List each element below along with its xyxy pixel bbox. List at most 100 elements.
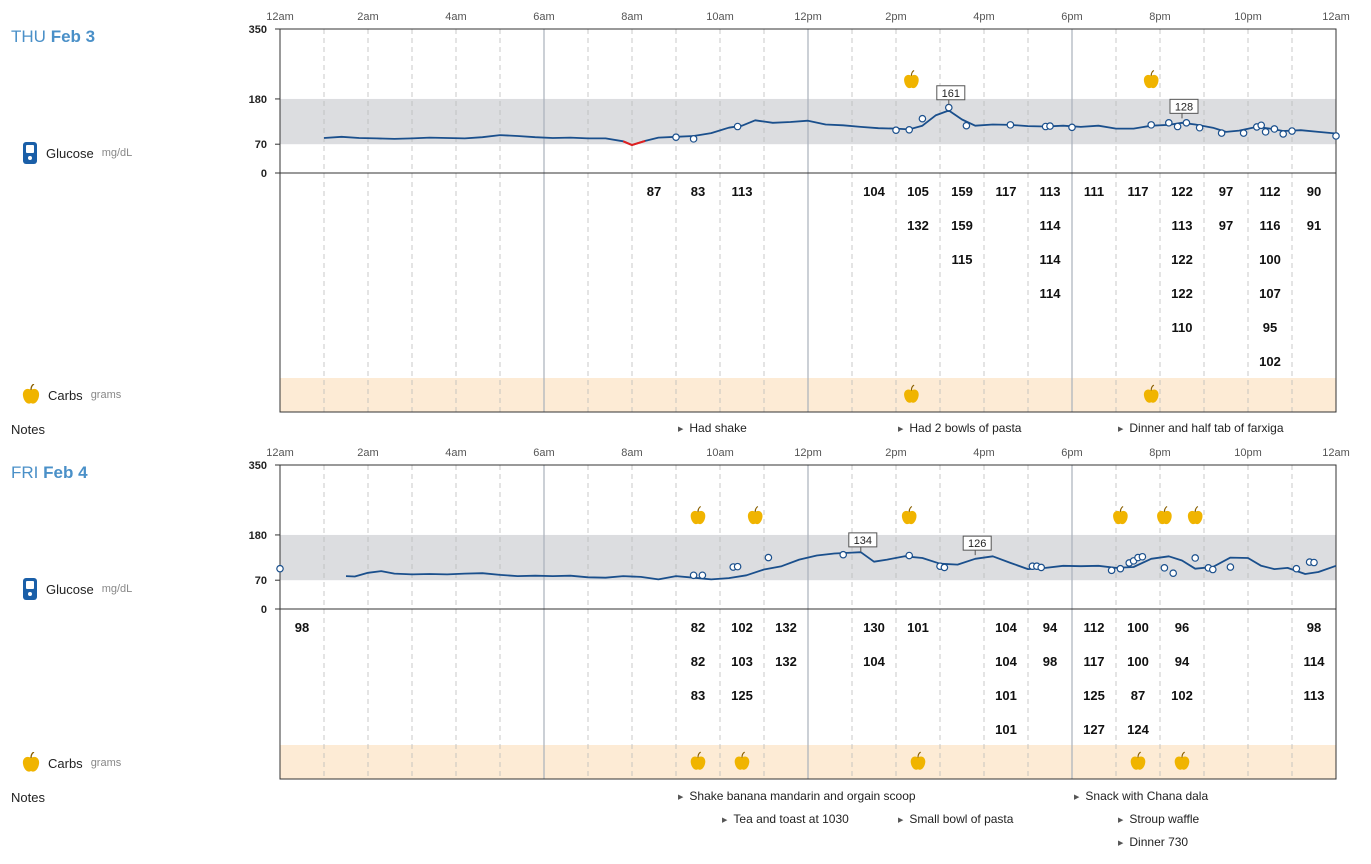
- time-label: 4pm: [973, 11, 994, 23]
- reading-point: [1165, 119, 1173, 127]
- notes-label: Notes: [11, 422, 45, 437]
- reading-value: 114: [1040, 286, 1062, 301]
- reading-value: 101: [995, 722, 1017, 737]
- reading-point: [1195, 123, 1204, 132]
- peak-label-box: [1169, 98, 1199, 114]
- reading-value: 94: [1175, 654, 1190, 669]
- reading-point: [1046, 122, 1054, 130]
- reading-value: 113: [1304, 688, 1325, 703]
- y-tick-label: 70: [255, 139, 267, 151]
- note-item: ▶ Tea and toast at 1030: [722, 812, 849, 826]
- reading-value: 102: [731, 620, 753, 635]
- reading-value: 83: [691, 184, 705, 199]
- note-text: Snack with Chana dala: [1085, 789, 1209, 803]
- reading-value: 113: [1172, 218, 1193, 233]
- day-of-week: FRI: [11, 463, 39, 482]
- reading-value: 110: [1172, 320, 1193, 335]
- reading-point: [1217, 129, 1226, 137]
- time-label: 8am: [621, 11, 642, 23]
- time-label: 6am: [533, 447, 554, 459]
- reading-value: 113: [1040, 184, 1061, 199]
- y-tick-label: 180: [249, 530, 267, 542]
- note-item: ▶ Shake banana mandarin and orgain scoop: [678, 789, 916, 803]
- glucose-meter-icon: [23, 142, 37, 164]
- reading-value: 124: [1127, 722, 1149, 737]
- reading-value: 103: [731, 654, 753, 669]
- time-label: 10am: [706, 447, 734, 459]
- note-item: ▶ Stroup waffle: [1118, 812, 1199, 826]
- apple-icon: [690, 506, 706, 525]
- peak-label: 128: [1175, 101, 1193, 113]
- reading-value: 104: [863, 184, 885, 199]
- reading-point: [905, 551, 914, 560]
- time-label: 2pm: [885, 447, 906, 459]
- reading-point: [733, 122, 742, 131]
- reading-point: [1173, 122, 1182, 131]
- apple-icon: [747, 506, 763, 525]
- time-label: 12am: [1322, 11, 1350, 23]
- reading-point: [1037, 563, 1046, 572]
- glucose-chart: 12am 2am 4am 6am 8am 10am 12pm 2pm 4pm 6pm 8pm 10pm…: [249, 447, 1350, 780]
- reading-point: [1288, 127, 1296, 135]
- chart-frame: [279, 28, 1337, 413]
- carbs-row-label: Carbs grams: [22, 384, 121, 406]
- reading-value: 98: [1307, 620, 1321, 635]
- day-of-week: THU: [11, 27, 46, 46]
- reading-point: [1310, 558, 1318, 567]
- reading-value: 122: [1171, 286, 1193, 301]
- reading-value: 90: [1307, 184, 1321, 199]
- peak-label: 161: [942, 88, 960, 100]
- time-label: 12am: [1322, 447, 1350, 459]
- reading-value: 132: [775, 620, 797, 635]
- reading-point: [1209, 565, 1217, 574]
- carbs-unit: grams: [90, 389, 122, 401]
- reading-value: 114: [1040, 252, 1062, 267]
- reading-point: [689, 571, 698, 580]
- reading-value: 117: [996, 184, 1017, 199]
- apple-icon: [904, 384, 919, 403]
- day-title: FRI Feb 4: [11, 463, 88, 483]
- note-item: ▶ Had shake: [678, 421, 747, 435]
- reading-point: [1226, 563, 1235, 571]
- note-item: ▶ Small bowl of pasta: [898, 812, 1013, 826]
- carbs-label: Carbs: [48, 387, 83, 403]
- apple-icon: [1174, 751, 1190, 770]
- reading-point: [689, 135, 698, 143]
- reading-value: 100: [1127, 620, 1149, 635]
- glucose-row-label: Glucose mg/dL: [22, 141, 132, 165]
- time-label: 12pm: [794, 447, 822, 459]
- reading-point: [1292, 564, 1301, 573]
- apple-icon: [904, 70, 919, 89]
- time-label: 8pm: [1149, 11, 1170, 23]
- apple-icon: [690, 751, 706, 770]
- reading-point: [1147, 121, 1156, 129]
- triangle-bullet-icon: ▶: [1074, 794, 1080, 801]
- note-text: Stroup waffle: [1129, 812, 1200, 826]
- note-text: Dinner 730: [1129, 835, 1189, 849]
- triangle-bullet-icon: ▶: [1118, 426, 1124, 433]
- apple-icon: [1157, 506, 1172, 525]
- time-label: 8am: [621, 447, 642, 459]
- reading-value: 159: [951, 184, 973, 199]
- reading-point: [944, 103, 953, 112]
- chart-frame: [279, 464, 1337, 780]
- time-label: 4pm: [973, 447, 994, 459]
- reading-point: [1182, 119, 1191, 127]
- reading-point: [918, 114, 927, 123]
- note-item: ▶ Dinner 730: [1118, 835, 1188, 849]
- apple-icon: [22, 752, 40, 772]
- y-tick-label: 180: [249, 94, 267, 106]
- reading-value: 130: [863, 620, 885, 635]
- time-label: 12pm: [794, 11, 822, 23]
- time-label: 6pm: [1061, 447, 1082, 459]
- reading-value: 82: [691, 654, 705, 669]
- time-label: 2am: [357, 11, 378, 23]
- glucose-row-label: Glucose mg/dL: [22, 577, 132, 601]
- reading-point: [1116, 564, 1125, 573]
- reading-value: 83: [691, 688, 705, 703]
- time-label: 4am: [445, 11, 466, 23]
- glucose-chart: 12am 2am 4am 6am 8am 10am 12pm 2pm 4pm 6pm 8pm 10pm…: [249, 11, 1350, 413]
- apple-icon: [22, 384, 40, 404]
- reading-point: [1138, 552, 1147, 561]
- reading-value: 115: [952, 252, 973, 267]
